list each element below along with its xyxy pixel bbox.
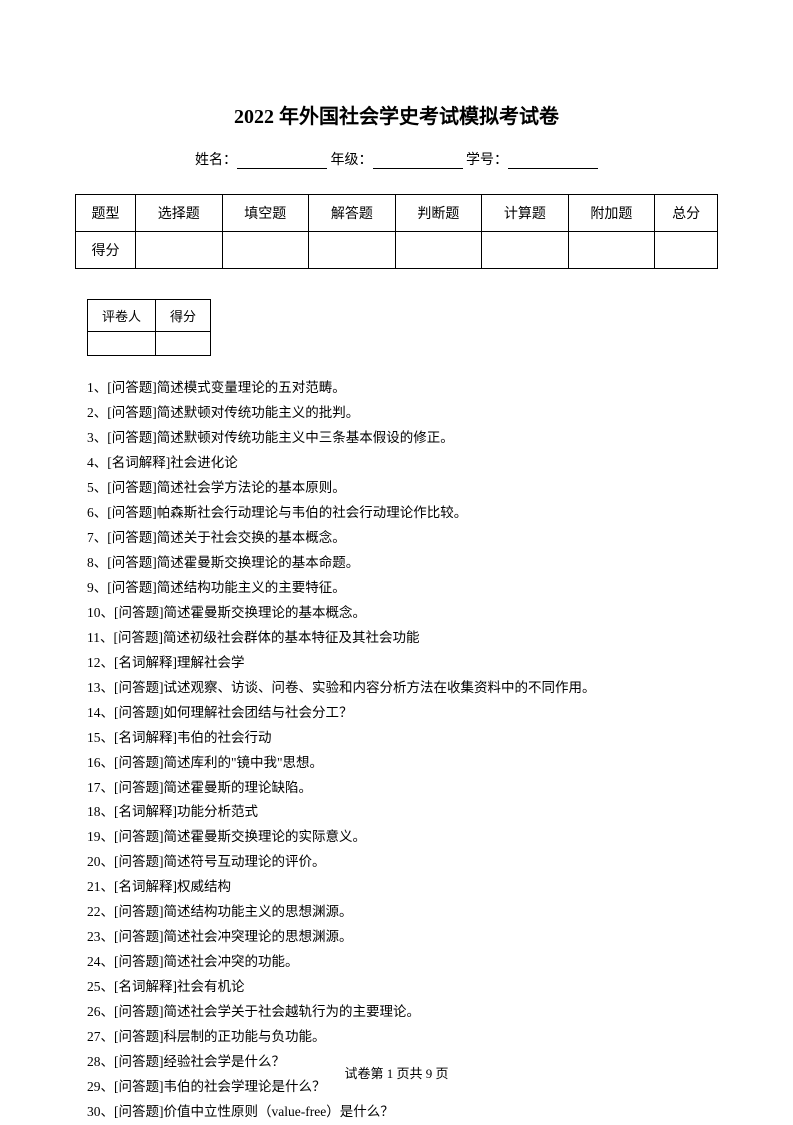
header-cell: 题型 — [76, 195, 136, 232]
score-cell — [482, 232, 569, 269]
question-item: 10、[问答题]简述霍曼斯交换理论的基本概念。 — [87, 601, 718, 626]
question-item: 5、[问答题]简述社会学方法论的基本原则。 — [87, 476, 718, 501]
score-cell — [222, 232, 309, 269]
question-item: 4、[名词解释]社会进化论 — [87, 451, 718, 476]
header-cell: 附加题 — [568, 195, 655, 232]
question-item: 21、[名词解释]权威结构 — [87, 875, 718, 900]
name-label: 姓名： — [195, 153, 237, 168]
table-header-row: 题型 选择题 填空题 解答题 判断题 计算题 附加题 总分 — [76, 195, 718, 232]
score-cell — [136, 232, 223, 269]
grader-table: 评卷人 得分 — [87, 299, 211, 356]
question-item: 2、[问答题]简述默顿对传统功能主义的批判。 — [87, 401, 718, 426]
question-item: 25、[名词解释]社会有机论 — [87, 975, 718, 1000]
header-cell: 填空题 — [222, 195, 309, 232]
question-item: 14、[问答题]如何理解社会团结与社会分工？ — [87, 701, 718, 726]
question-item: 7、[问答题]简述关于社会交换的基本概念。 — [87, 526, 718, 551]
score-cell — [568, 232, 655, 269]
question-item: 23、[问答题]简述社会冲突理论的思想渊源。 — [87, 925, 718, 950]
grader-label: 评卷人 — [88, 300, 156, 332]
question-item: 6、[问答题]帕森斯社会行动理论与韦伯的社会行动理论作比较。 — [87, 501, 718, 526]
question-item: 1、[问答题]简述模式变量理论的五对范畴。 — [87, 376, 718, 401]
question-item: 26、[问答题]简述社会学关于社会越轨行为的主要理论。 — [87, 1000, 718, 1025]
question-item: 13、[问答题]试述观察、访谈、问卷、实验和内容分析方法在收集资料中的不同作用。 — [87, 676, 718, 701]
score-cell — [309, 232, 396, 269]
question-item: 17、[问答题]简述霍曼斯的理论缺陷。 — [87, 776, 718, 801]
header-cell: 计算题 — [482, 195, 569, 232]
header-cell: 解答题 — [309, 195, 396, 232]
question-item: 18、[名词解释]功能分析范式 — [87, 800, 718, 825]
grade-label: 年级： — [331, 153, 373, 168]
score-row-label: 得分 — [76, 232, 136, 269]
question-item: 9、[问答题]简述结构功能主义的主要特征。 — [87, 576, 718, 601]
question-item: 19、[问答题]简述霍曼斯交换理论的实际意义。 — [87, 825, 718, 850]
question-item: 8、[问答题]简述霍曼斯交换理论的基本命题。 — [87, 551, 718, 576]
question-item: 24、[问答题]简述社会冲突的功能。 — [87, 950, 718, 975]
id-blank[interactable] — [508, 153, 598, 169]
question-item: 30、[问答题]价值中立性原则（value-free）是什么？ — [87, 1100, 718, 1125]
grader-cell — [88, 332, 156, 356]
id-label: 学号： — [466, 153, 508, 168]
question-list: 1、[问答题]简述模式变量理论的五对范畴。2、[问答题]简述默顿对传统功能主义的… — [75, 376, 718, 1125]
score-summary-table: 题型 选择题 填空题 解答题 判断题 计算题 附加题 总分 得分 — [75, 194, 718, 269]
score-cell — [395, 232, 482, 269]
page-title: 2022 年外国社会学史考试模拟考试卷 — [75, 100, 718, 129]
name-blank[interactable] — [237, 153, 327, 169]
question-item: 16、[问答题]简述库利的"镜中我"思想。 — [87, 751, 718, 776]
score-cell — [655, 232, 718, 269]
student-info-line: 姓名： 年级： 学号： — [75, 149, 718, 169]
header-cell: 总分 — [655, 195, 718, 232]
question-item: 20、[问答题]简述符号互动理论的评价。 — [87, 850, 718, 875]
question-item: 11、[问答题]简述初级社会群体的基本特征及其社会功能 — [87, 626, 718, 651]
header-cell: 选择题 — [136, 195, 223, 232]
question-item: 12、[名词解释]理解社会学 — [87, 651, 718, 676]
question-item: 22、[问答题]简述结构功能主义的思想渊源。 — [87, 900, 718, 925]
page-footer: 试卷第 1 页共 9 页 — [0, 1063, 793, 1082]
question-item: 15、[名词解释]韦伯的社会行动 — [87, 726, 718, 751]
header-cell: 判断题 — [395, 195, 482, 232]
table-score-row: 得分 — [76, 232, 718, 269]
score-cell — [156, 332, 211, 356]
question-item: 3、[问答题]简述默顿对传统功能主义中三条基本假设的修正。 — [87, 426, 718, 451]
grade-blank[interactable] — [373, 153, 463, 169]
score-label: 得分 — [156, 300, 211, 332]
question-item: 27、[问答题]科层制的正功能与负功能。 — [87, 1025, 718, 1050]
